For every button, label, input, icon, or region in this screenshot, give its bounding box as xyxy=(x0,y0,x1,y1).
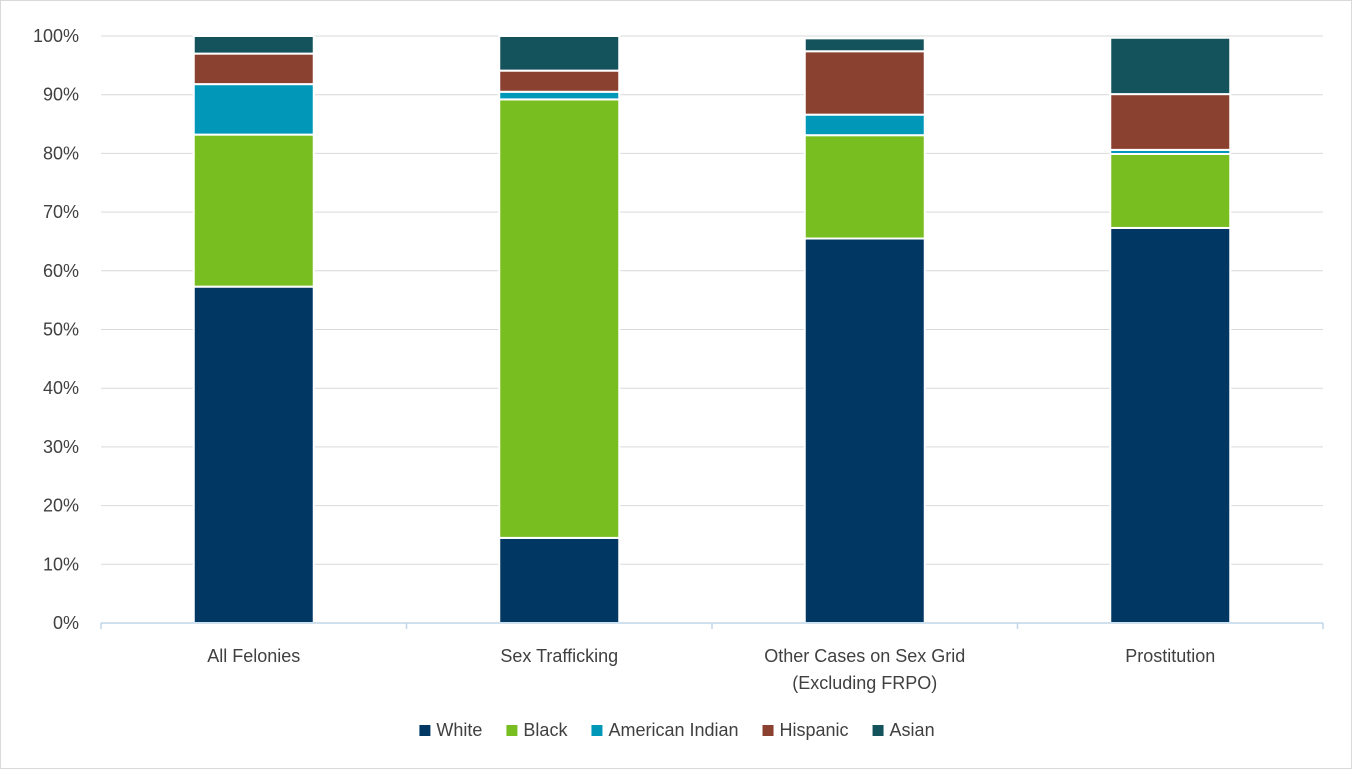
legend-swatch xyxy=(872,725,884,736)
legend: White Black American Indian Hispanic Asian xyxy=(419,720,935,740)
x-tick-label: Sex Trafficking xyxy=(500,646,618,666)
legend-swatch xyxy=(506,725,518,736)
bar-segment-asian xyxy=(498,35,621,72)
bar-segment-asian xyxy=(1109,36,1232,96)
bar-segment-hispanic xyxy=(192,52,315,86)
bar-segment-asian xyxy=(192,35,315,55)
y-tick-label: 80% xyxy=(43,143,79,163)
legend-label: Hispanic xyxy=(780,720,849,740)
x-tick-label: (Excluding FRPO) xyxy=(792,673,937,693)
bar-segment-black xyxy=(192,133,315,288)
y-tick-label: 10% xyxy=(43,554,79,574)
x-tick-label: Other Cases on Sex Grid xyxy=(764,646,965,666)
legend-item-black: Black xyxy=(506,720,568,740)
x-axis xyxy=(100,622,1324,629)
legend-label: White xyxy=(436,720,482,740)
legend-swatch xyxy=(591,725,603,736)
bar-segment-american-indian xyxy=(803,113,926,137)
x-axis-tick-labels: All Felonies Sex Trafficking Other Cases o… xyxy=(207,646,1215,693)
bar-segment-american-indian xyxy=(192,83,315,136)
legend-item-asian: Asian xyxy=(872,720,935,740)
legend-label: Black xyxy=(523,720,568,740)
bar-segment-white xyxy=(192,285,315,624)
bar-segment-hispanic xyxy=(803,50,926,116)
bar-segment-black xyxy=(498,98,621,539)
bar-segment-white xyxy=(1109,226,1232,624)
bar-segment-black xyxy=(803,134,926,240)
legend-label: American Indian xyxy=(608,720,738,740)
bar-segment-black xyxy=(1109,152,1232,229)
bars xyxy=(192,35,1232,625)
y-tick-label: 40% xyxy=(43,378,79,398)
y-tick-label: 30% xyxy=(43,437,79,457)
bar-segment-hispanic xyxy=(498,69,621,93)
y-tick-label: 20% xyxy=(43,496,79,516)
y-tick-label: 0% xyxy=(53,613,79,633)
y-tick-label: 90% xyxy=(43,85,79,105)
y-tick-label: 100% xyxy=(33,26,79,46)
bar-segment-asian xyxy=(803,37,926,53)
bar-segment-hispanic xyxy=(1109,93,1232,151)
bar-segment-white xyxy=(803,237,926,624)
y-tick-label: 50% xyxy=(43,320,79,340)
bar-segment-american-indian xyxy=(498,90,621,101)
legend-item-white: White xyxy=(419,720,482,740)
legend-swatch xyxy=(762,725,774,736)
bar-segment-white xyxy=(498,536,621,625)
legend-label: Asian xyxy=(890,720,935,740)
y-tick-label: 70% xyxy=(43,202,79,222)
y-tick-label: 60% xyxy=(43,261,79,281)
legend-swatch xyxy=(419,725,431,736)
x-tick-label: All Felonies xyxy=(207,646,300,666)
x-tick-label: Prostitution xyxy=(1125,646,1215,666)
legend-item-american-indian: American Indian xyxy=(591,720,739,740)
y-axis-tick-labels: 0% 10% 20% 30% 40% 50% 60% 70% 80% 90% 100% xyxy=(33,26,79,633)
legend-item-hispanic: Hispanic xyxy=(762,720,849,740)
